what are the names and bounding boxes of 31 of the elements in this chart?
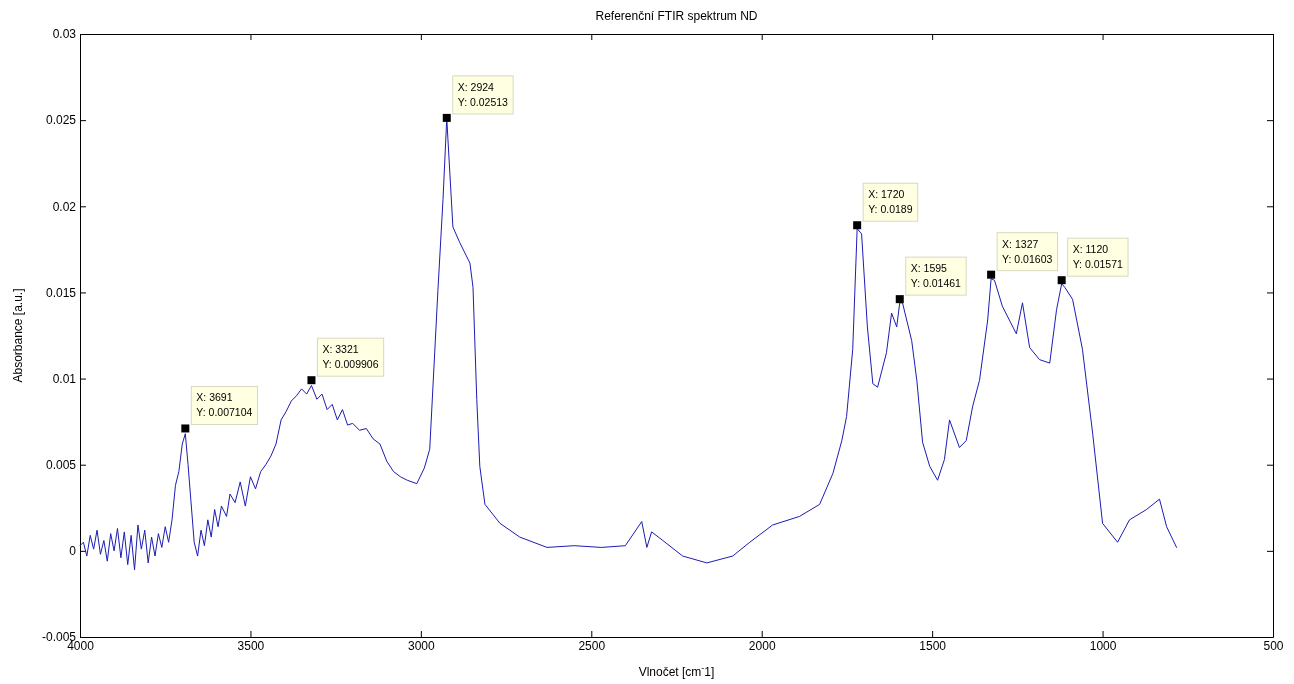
y-tick-label: 0 — [69, 544, 77, 559]
annotation: X: 1595 Y: 0.01461 — [910, 262, 962, 290]
annotation: X: 3691 Y: 0.007104 — [196, 391, 253, 419]
annotation: X: 3321 Y: 0.009906 — [322, 343, 379, 371]
y-axis-title: Absorbance [a.u.] — [11, 288, 25, 383]
data-tip: X: 1327 Y: 0.01603 — [987, 232, 1058, 279]
x-axis-title: Vlnočet [cm$^{-}$1] — [638, 663, 715, 679]
data-tip: X: 3321 Y: 0.009906 — [307, 337, 385, 385]
data-tip: X: 3691 Y: 0.007104 — [181, 385, 259, 433]
annotation: X: 1720 Y: 0.0189 — [868, 188, 913, 216]
x-tick-label: 1500 — [919, 638, 947, 653]
y-tick-label: 0.015 — [45, 285, 77, 300]
x-tick-label: 500 — [1263, 638, 1284, 653]
y-tick-label: 0.02 — [52, 199, 77, 214]
x-tick-label: 3500 — [237, 638, 265, 653]
annotation: X: 1327 Y: 0.01603 — [1002, 237, 1053, 265]
x-tick-label: 1000 — [1089, 638, 1117, 653]
y-tick-label: 0.025 — [45, 113, 77, 128]
y-tick-label: 0.01 — [52, 371, 77, 386]
y-tick-label: 0.03 — [52, 27, 77, 42]
data-tip: X: 1720 Y: 0.0189 — [853, 182, 919, 230]
x-tick-label: 3000 — [408, 638, 436, 653]
x-tick-label: 2500 — [578, 638, 606, 653]
x-tick-label: 2000 — [748, 638, 776, 653]
annotation: X: 2924 Y: 0.02513 — [457, 80, 509, 108]
annotation: X: 1120 Y: 0.01571 — [1072, 243, 1124, 271]
data-tip: X: 1595 Y: 0.01461 — [895, 256, 967, 304]
data-tip: X: 2924 Y: 0.02513 — [442, 75, 514, 122]
chart-title: Referenční FTIR spektrum ND — [595, 9, 758, 23]
y-tick-label: 0.005 — [45, 458, 77, 473]
data-tip: X: 1120 Y: 0.01571 — [1057, 237, 1129, 285]
